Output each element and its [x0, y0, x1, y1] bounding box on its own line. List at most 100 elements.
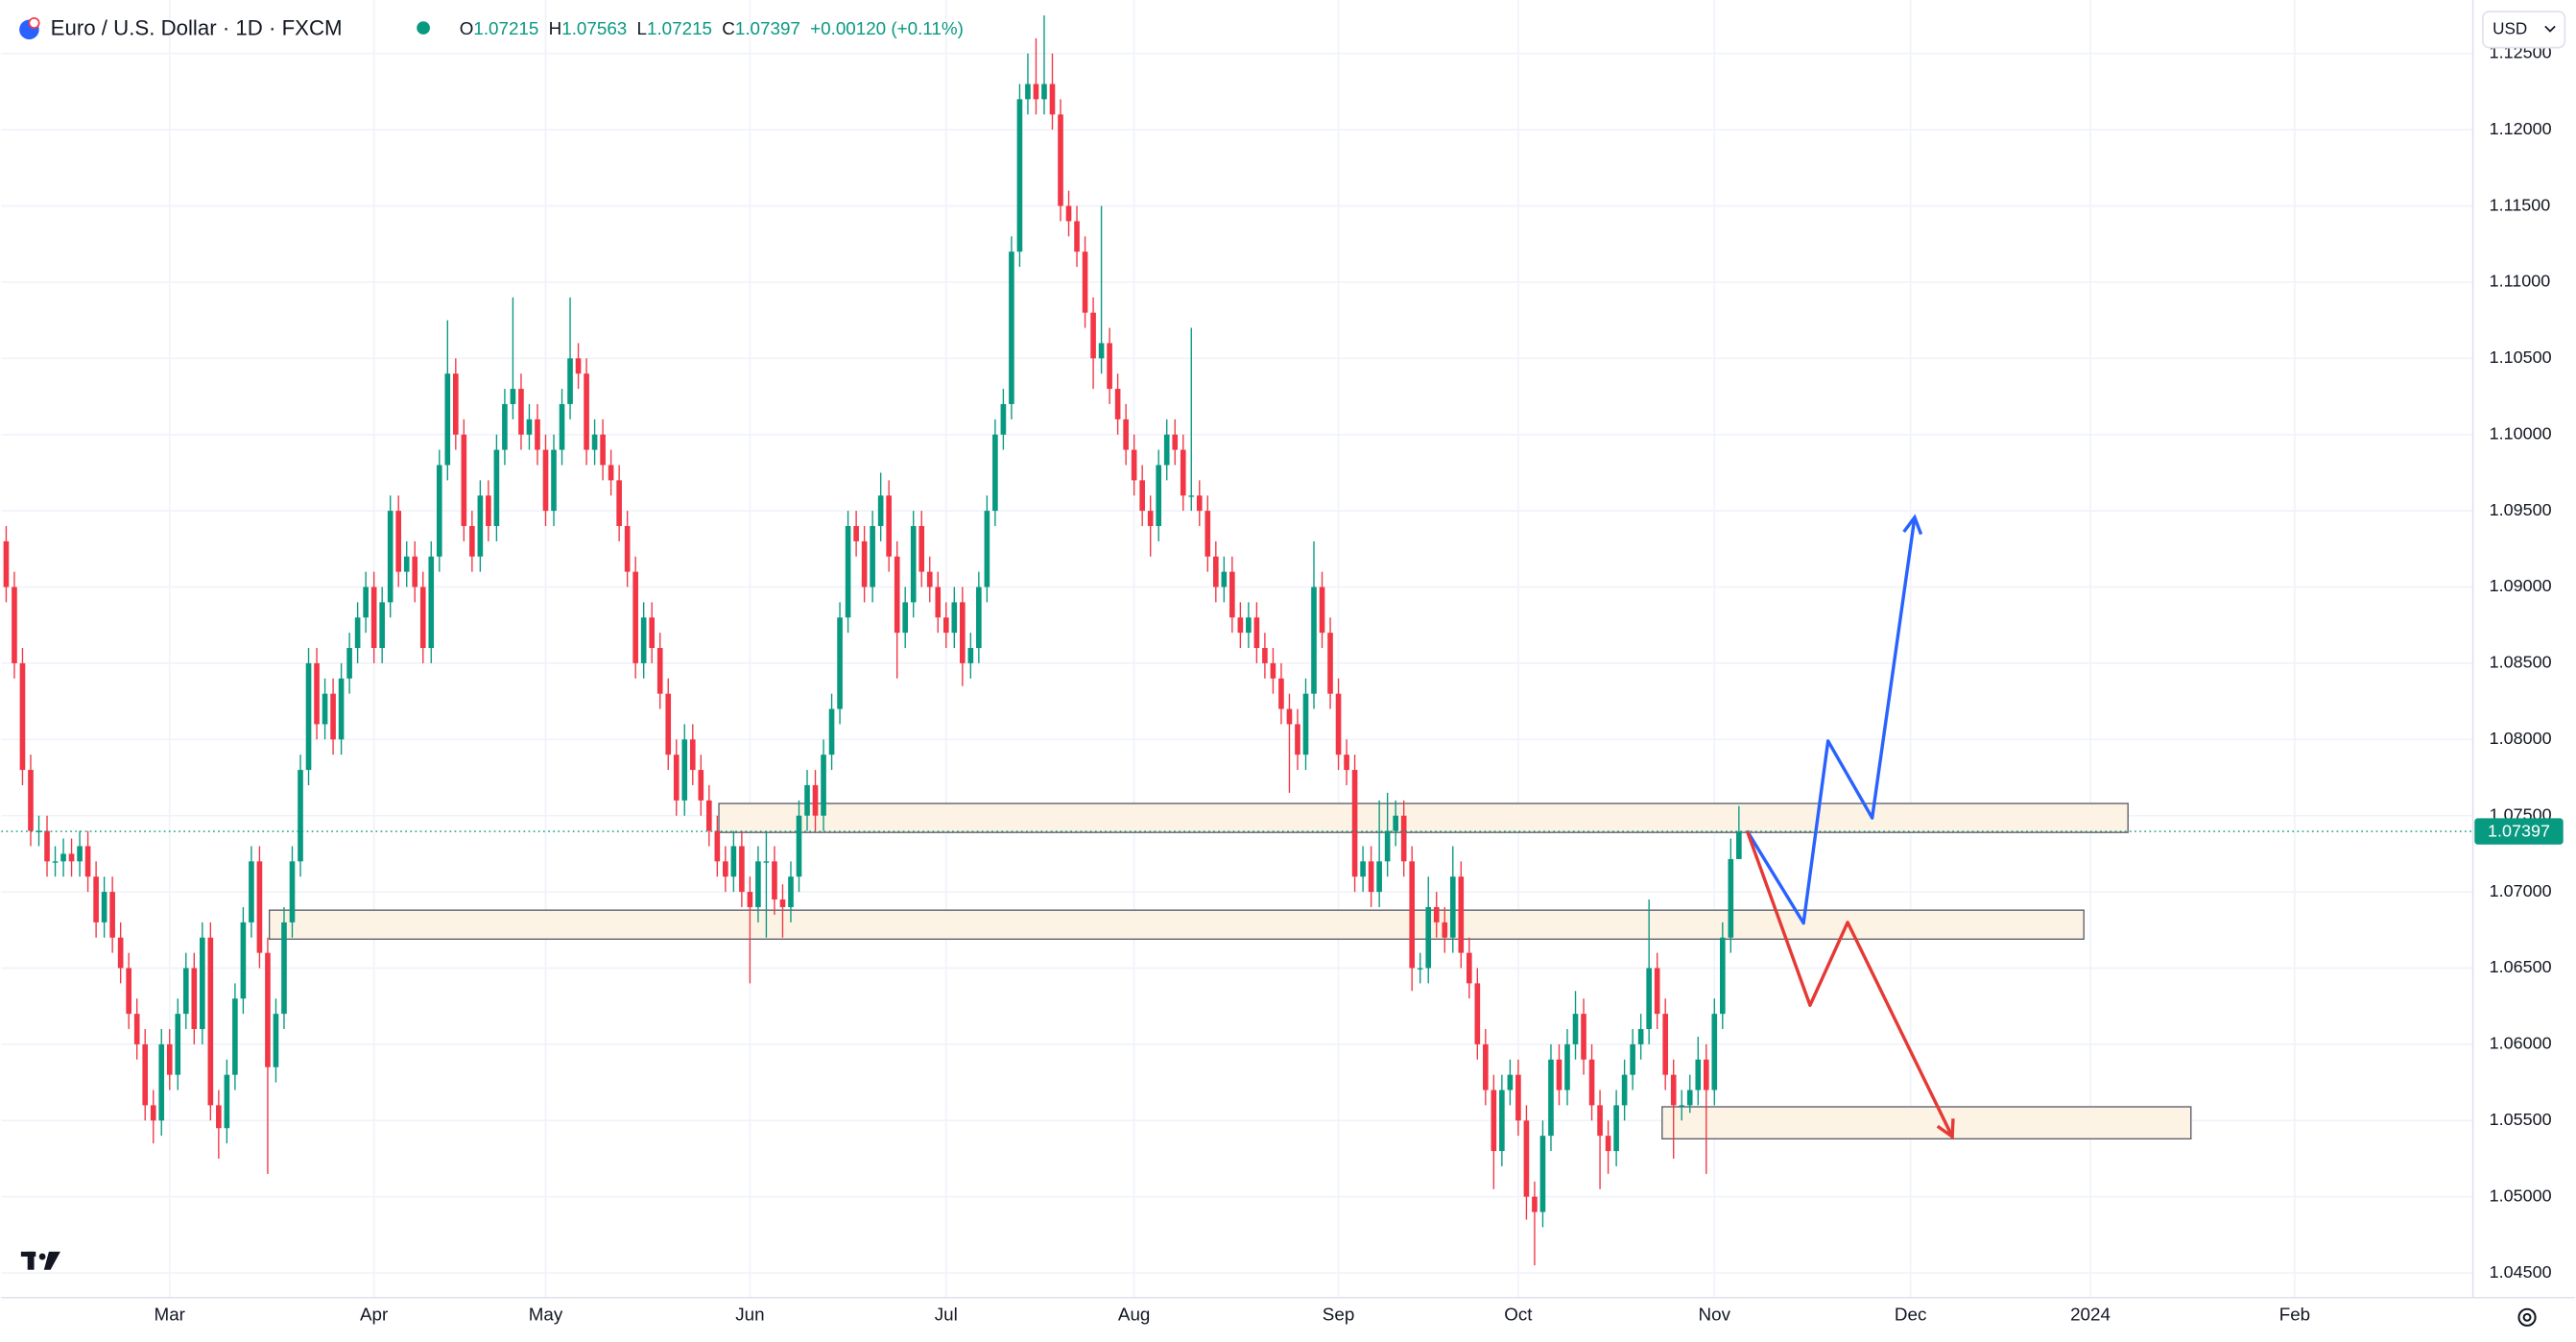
candle-body: [1188, 495, 1195, 497]
candle-body: [191, 968, 198, 1030]
candle-body: [1679, 1105, 1685, 1107]
candles: [3, 15, 1742, 1266]
candle-body: [1686, 1090, 1693, 1106]
candle-body: [608, 465, 614, 481]
candle-body: [1327, 633, 1333, 694]
candle-body: [665, 693, 672, 755]
grid: [1, 0, 2473, 1298]
candle-body: [322, 693, 328, 725]
candle-body: [363, 587, 369, 618]
candle-body: [1205, 511, 1211, 557]
candle-body: [1384, 830, 1391, 862]
y-tick-label: 1.04500: [2490, 1262, 2552, 1282]
candle-body: [861, 540, 868, 587]
candle-body: [1458, 876, 1465, 953]
candle-body: [870, 525, 875, 587]
candle-body: [502, 403, 508, 450]
candle-body: [1442, 922, 1448, 938]
candle-body: [428, 556, 435, 649]
candle-body: [419, 587, 426, 649]
x-tick-label: Nov: [1699, 1305, 1731, 1325]
candle-body: [942, 617, 949, 634]
legend-value: 1.07397: [735, 18, 800, 38]
settings-icon[interactable]: [2517, 1307, 2537, 1327]
candle-body: [469, 525, 475, 557]
candle-body: [200, 937, 205, 1030]
candle-body: [109, 892, 115, 938]
candle-body: [1491, 1090, 1497, 1152]
candle-body: [632, 571, 638, 663]
drawings: [1745, 514, 1955, 1140]
candle-body: [1049, 84, 1056, 115]
candle-body: [1425, 906, 1432, 969]
candle-body: [1123, 419, 1129, 450]
candle-body: [387, 511, 394, 603]
legend-value: 1.07563: [561, 18, 627, 38]
candle-body: [706, 800, 712, 831]
candle-body: [535, 419, 540, 450]
y-tick-label: 1.05000: [2490, 1186, 2552, 1205]
candle-body: [1532, 1196, 1538, 1212]
candle-body: [1662, 1014, 1669, 1075]
x-tick-label: May: [529, 1305, 563, 1325]
symbol-title[interactable]: Euro / U.S. Dollar · 1D · FXCM: [51, 16, 343, 40]
candle-body: [314, 662, 320, 725]
candle-body: [967, 648, 974, 663]
candle-body: [1221, 571, 1228, 587]
candle-body: [772, 861, 777, 900]
candle-body: [1703, 1059, 1709, 1090]
candle-body: [1588, 1059, 1595, 1106]
candle-body: [1695, 1059, 1702, 1090]
candle-body: [1107, 343, 1112, 390]
candle-body: [1376, 861, 1382, 893]
candle-body: [158, 1043, 165, 1121]
candle-body: [305, 662, 312, 771]
candle-body: [224, 1074, 230, 1129]
candle-body: [1417, 968, 1423, 970]
candle-body: [918, 525, 925, 572]
candle-body: [281, 922, 287, 1015]
candle-body: [207, 937, 214, 1106]
candle-body: [1131, 449, 1137, 481]
candle-body: [77, 846, 83, 862]
candle-body: [763, 861, 770, 863]
candle-body: [1654, 968, 1660, 1015]
currency-label[interactable]: USD: [2493, 19, 2527, 37]
candle-body: [346, 648, 352, 679]
candle-body: [370, 587, 377, 649]
candle-body: [1736, 831, 1742, 859]
x-tick-label: Jun: [735, 1305, 764, 1325]
candle-body: [93, 876, 99, 923]
candle-body: [1180, 449, 1186, 496]
candle-body: [477, 495, 484, 557]
y-tick-label: 1.05500: [2490, 1110, 2552, 1129]
candle-body: [935, 587, 942, 618]
candle-body: [265, 952, 271, 1067]
candle-body: [1311, 587, 1317, 694]
zone: [268, 909, 2085, 941]
candle-body: [1711, 1014, 1718, 1090]
currency-button[interactable]: [2481, 11, 2566, 49]
candle-body: [812, 784, 819, 816]
legend-value: 1.07215: [647, 18, 712, 38]
candle-body: [1098, 343, 1105, 359]
candle-body: [804, 784, 810, 816]
candle-body: [616, 480, 622, 526]
candle-body: [412, 556, 418, 587]
candle-body: [1016, 99, 1023, 252]
legend-label: C: [722, 18, 735, 38]
candle-body: [567, 358, 573, 404]
y-tick-label: 1.06500: [2490, 957, 2552, 976]
candle-body: [12, 587, 17, 663]
zones: [268, 803, 2192, 1140]
candle-body: [902, 602, 909, 634]
candle-body: [1474, 983, 1481, 1044]
candle-body: [182, 968, 189, 1015]
candle-body: [828, 708, 835, 755]
candle-body: [1139, 480, 1145, 512]
candle-body: [1515, 1074, 1521, 1121]
candle-body: [1229, 571, 1235, 618]
candle-body: [1368, 861, 1374, 893]
candle-body: [730, 846, 737, 877]
candle-body: [1286, 708, 1293, 725]
